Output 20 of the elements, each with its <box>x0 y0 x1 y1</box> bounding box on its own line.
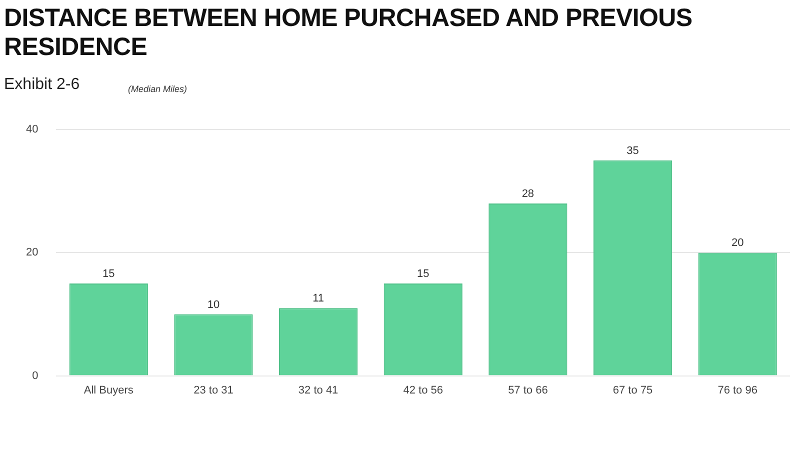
x-tick-label: 32 to 41 <box>298 384 338 396</box>
chart-subtitle: Exhibit 2-6 <box>4 76 80 94</box>
text: (Median Miles) <box>128 84 188 94</box>
x-tick-label: All Buyers <box>84 384 134 396</box>
x-tick-label: 76 to 96 <box>718 384 758 396</box>
y-tick-label: 0 <box>32 370 38 382</box>
data-label: 28 <box>522 188 534 200</box>
y-tick-label: 40 <box>26 124 38 136</box>
x-tick-label: 67 to 75 <box>612 384 653 396</box>
x-tick-label: 42 to 56 <box>403 384 443 396</box>
x-tick-label: 23 to 31 <box>194 384 234 396</box>
x-tick-label: 57 to 66 <box>508 384 548 396</box>
data-label: 10 <box>207 298 220 311</box>
chart-title: DISTANCE BETWEEN HOME PURCHASED AND PREVIOUS RESIDENCE <box>4 4 694 62</box>
data-label: 35 <box>626 144 639 157</box>
data-label: 20 <box>731 237 744 250</box>
data-label: 15 <box>102 268 115 280</box>
data-label: 11 <box>312 292 324 305</box>
y-tick-label: 20 <box>26 246 38 259</box>
data-label: 15 <box>416 268 430 280</box>
